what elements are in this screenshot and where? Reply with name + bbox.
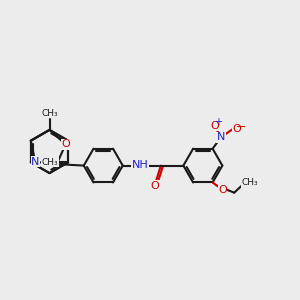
Text: −: − <box>236 121 247 134</box>
Text: CH₃: CH₃ <box>242 178 258 187</box>
Text: O: O <box>232 124 241 134</box>
Text: O: O <box>61 140 70 149</box>
Text: N: N <box>217 132 225 142</box>
Text: CH₃: CH₃ <box>42 158 58 167</box>
Text: N: N <box>31 157 40 167</box>
Text: O: O <box>218 185 227 195</box>
Text: O: O <box>151 181 159 191</box>
Text: NH: NH <box>131 160 148 170</box>
Text: CH₃: CH₃ <box>41 109 58 118</box>
Text: O: O <box>210 121 219 131</box>
Text: +: + <box>214 117 222 127</box>
